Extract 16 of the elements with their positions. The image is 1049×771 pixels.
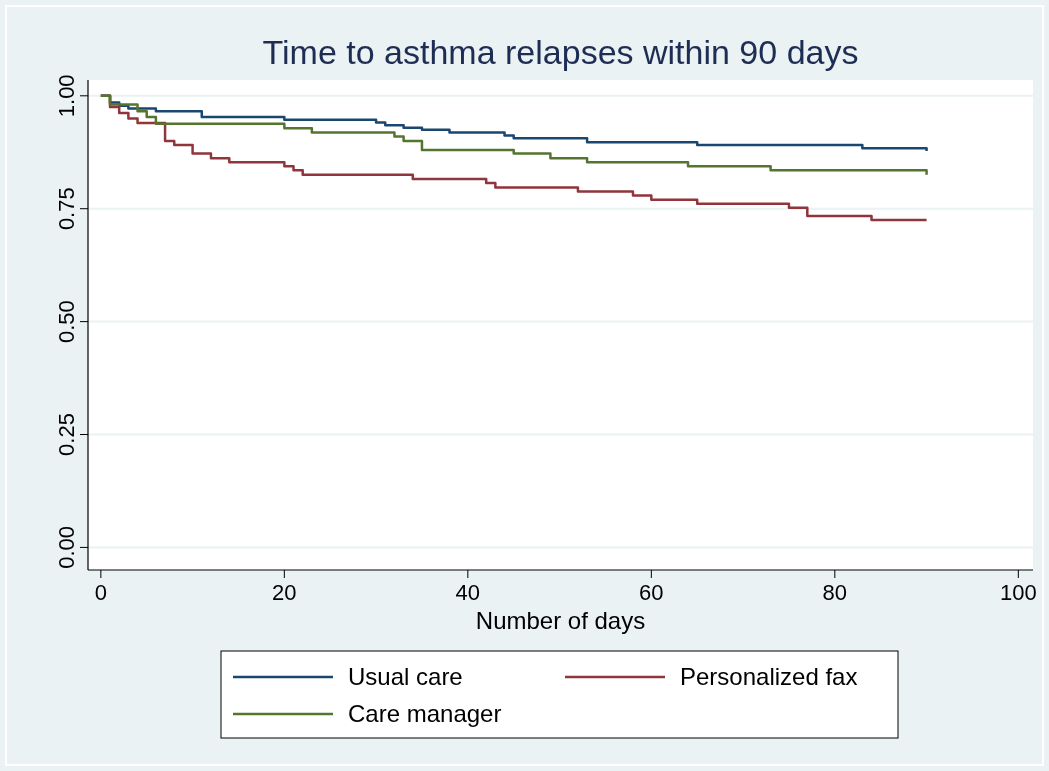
x-tick-label: 40 [455, 580, 481, 605]
x-axis-title: Number of days [475, 607, 646, 634]
x-tick-label: 100 [999, 580, 1037, 605]
legend-label: Care manager [348, 700, 502, 727]
y-tick-label: 0.50 [54, 300, 79, 344]
x-tick-label: 60 [639, 580, 664, 605]
x-tick-label: 80 [822, 580, 848, 605]
y-tick-label: 0.00 [54, 526, 79, 569]
x-tick-label: 20 [272, 580, 297, 605]
legend-label: Usual care [348, 663, 463, 690]
y-tick-label: 0.75 [54, 187, 79, 231]
legend-label: Personalized fax [680, 663, 858, 690]
y-tick-label: 0.25 [54, 413, 79, 456]
y-tick-label: 1.00 [54, 74, 79, 118]
chart-title: Time to asthma relapses within 90 days [262, 33, 859, 71]
x-tick-label: 0 [94, 580, 107, 605]
